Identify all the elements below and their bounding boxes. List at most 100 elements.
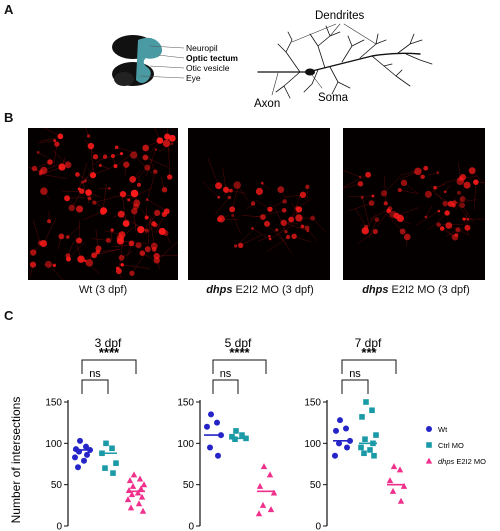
neurite bbox=[90, 146, 94, 175]
neurite bbox=[290, 194, 301, 220]
labeled-cell bbox=[451, 233, 459, 241]
neurite bbox=[222, 167, 227, 191]
neurite bbox=[156, 254, 178, 257]
neurite bbox=[348, 202, 372, 212]
neurite bbox=[343, 174, 369, 188]
data-point bbox=[386, 477, 394, 484]
data-point bbox=[135, 500, 143, 507]
labeled-cell bbox=[442, 200, 448, 207]
neurite bbox=[354, 208, 367, 228]
neurite bbox=[74, 235, 82, 260]
data-point bbox=[270, 489, 278, 496]
labeled-cell bbox=[288, 216, 295, 223]
legend-label-text: Wt bbox=[438, 425, 448, 434]
neurite bbox=[235, 232, 252, 247]
labeled-cell bbox=[371, 194, 375, 198]
neurite bbox=[384, 176, 387, 204]
labeled-cell bbox=[280, 219, 287, 226]
data-point bbox=[260, 463, 268, 470]
legend: Wt Ctrl MO dhps E2I2 MO bbox=[425, 425, 486, 466]
neurite bbox=[146, 174, 155, 200]
labeled-cell bbox=[458, 176, 464, 182]
neurite bbox=[257, 235, 270, 242]
labeled-cell bbox=[36, 151, 40, 154]
labeled-cell bbox=[414, 167, 422, 176]
neurite bbox=[134, 211, 136, 231]
neurite bbox=[287, 223, 308, 232]
pointer-otic-vesicle bbox=[149, 65, 185, 69]
significance-label: ns bbox=[89, 368, 101, 380]
labeled-cell bbox=[154, 209, 161, 217]
data-point bbox=[267, 506, 275, 513]
legend-label: Wt bbox=[438, 425, 448, 434]
data-point bbox=[139, 507, 147, 514]
neurite bbox=[38, 140, 55, 144]
labeled-cell bbox=[168, 134, 176, 142]
data-point bbox=[333, 427, 339, 434]
neurite bbox=[343, 170, 361, 178]
labeled-cell bbox=[122, 220, 130, 227]
labeled-cell bbox=[64, 161, 72, 169]
labeled-cell bbox=[87, 196, 92, 201]
labeled-cell bbox=[456, 177, 465, 186]
labeled-cell bbox=[142, 154, 149, 161]
dendrite-branch bbox=[303, 66, 351, 95]
labeled-cell bbox=[374, 217, 380, 223]
labeled-cell bbox=[81, 180, 85, 184]
data-point bbox=[124, 496, 132, 503]
subplot-1: 3 dpf 0 50 100 150 ns **** bbox=[45, 336, 148, 531]
labeled-cell bbox=[154, 148, 158, 151]
labeled-cell bbox=[144, 228, 149, 233]
neurite bbox=[472, 170, 485, 186]
labeled-cell bbox=[360, 195, 364, 199]
neurite bbox=[120, 240, 147, 244]
labeled-cell bbox=[153, 169, 158, 174]
significance-bracket bbox=[81, 379, 109, 394]
neurite bbox=[433, 192, 451, 205]
data-point bbox=[369, 407, 375, 414]
neurite bbox=[38, 152, 48, 158]
neurite bbox=[416, 210, 439, 226]
labeled-cell bbox=[54, 141, 60, 147]
label-soma: Soma bbox=[318, 92, 349, 104]
label-axon: Axon bbox=[254, 98, 280, 110]
labeled-cell bbox=[86, 134, 91, 138]
labeled-cell bbox=[137, 182, 141, 187]
labeled-cell bbox=[139, 250, 146, 256]
data-point bbox=[232, 436, 238, 442]
labeled-cell bbox=[463, 181, 471, 189]
labeled-cell bbox=[455, 227, 461, 233]
labeled-cell bbox=[105, 237, 111, 243]
labeled-cell bbox=[30, 249, 37, 256]
labeled-cell bbox=[135, 242, 142, 249]
labeled-cell bbox=[29, 261, 37, 268]
neurite bbox=[156, 241, 178, 261]
soma bbox=[305, 68, 315, 76]
labeled-cell bbox=[251, 227, 254, 230]
labeled-cell bbox=[358, 175, 362, 179]
labeled-cell bbox=[424, 215, 428, 219]
labeled-cell bbox=[365, 171, 372, 178]
y-tick-label: 0 bbox=[315, 522, 321, 531]
panel-a-illustration: Neuropil Optic tectum Otic vesicle Eye D… bbox=[112, 10, 433, 110]
neurite bbox=[67, 241, 74, 256]
labeled-cell bbox=[250, 201, 256, 206]
labeled-cell bbox=[439, 226, 445, 231]
neurite bbox=[231, 187, 239, 210]
data-point bbox=[397, 497, 405, 504]
data-point bbox=[113, 460, 119, 466]
neurite bbox=[357, 231, 376, 244]
dendrite-branch bbox=[397, 33, 433, 65]
neurite bbox=[396, 207, 419, 216]
labeled-cell bbox=[76, 205, 84, 213]
panel-label-a: A bbox=[4, 2, 14, 17]
y-tick-label: 50 bbox=[51, 480, 63, 491]
neurite bbox=[131, 254, 146, 274]
labeled-cell bbox=[397, 187, 402, 193]
panel-label-b: B bbox=[4, 110, 14, 125]
legend-marker bbox=[425, 457, 433, 464]
neurite bbox=[144, 212, 158, 231]
labeled-cell bbox=[372, 228, 378, 235]
labeled-cell bbox=[161, 187, 168, 193]
neurite bbox=[369, 208, 390, 220]
